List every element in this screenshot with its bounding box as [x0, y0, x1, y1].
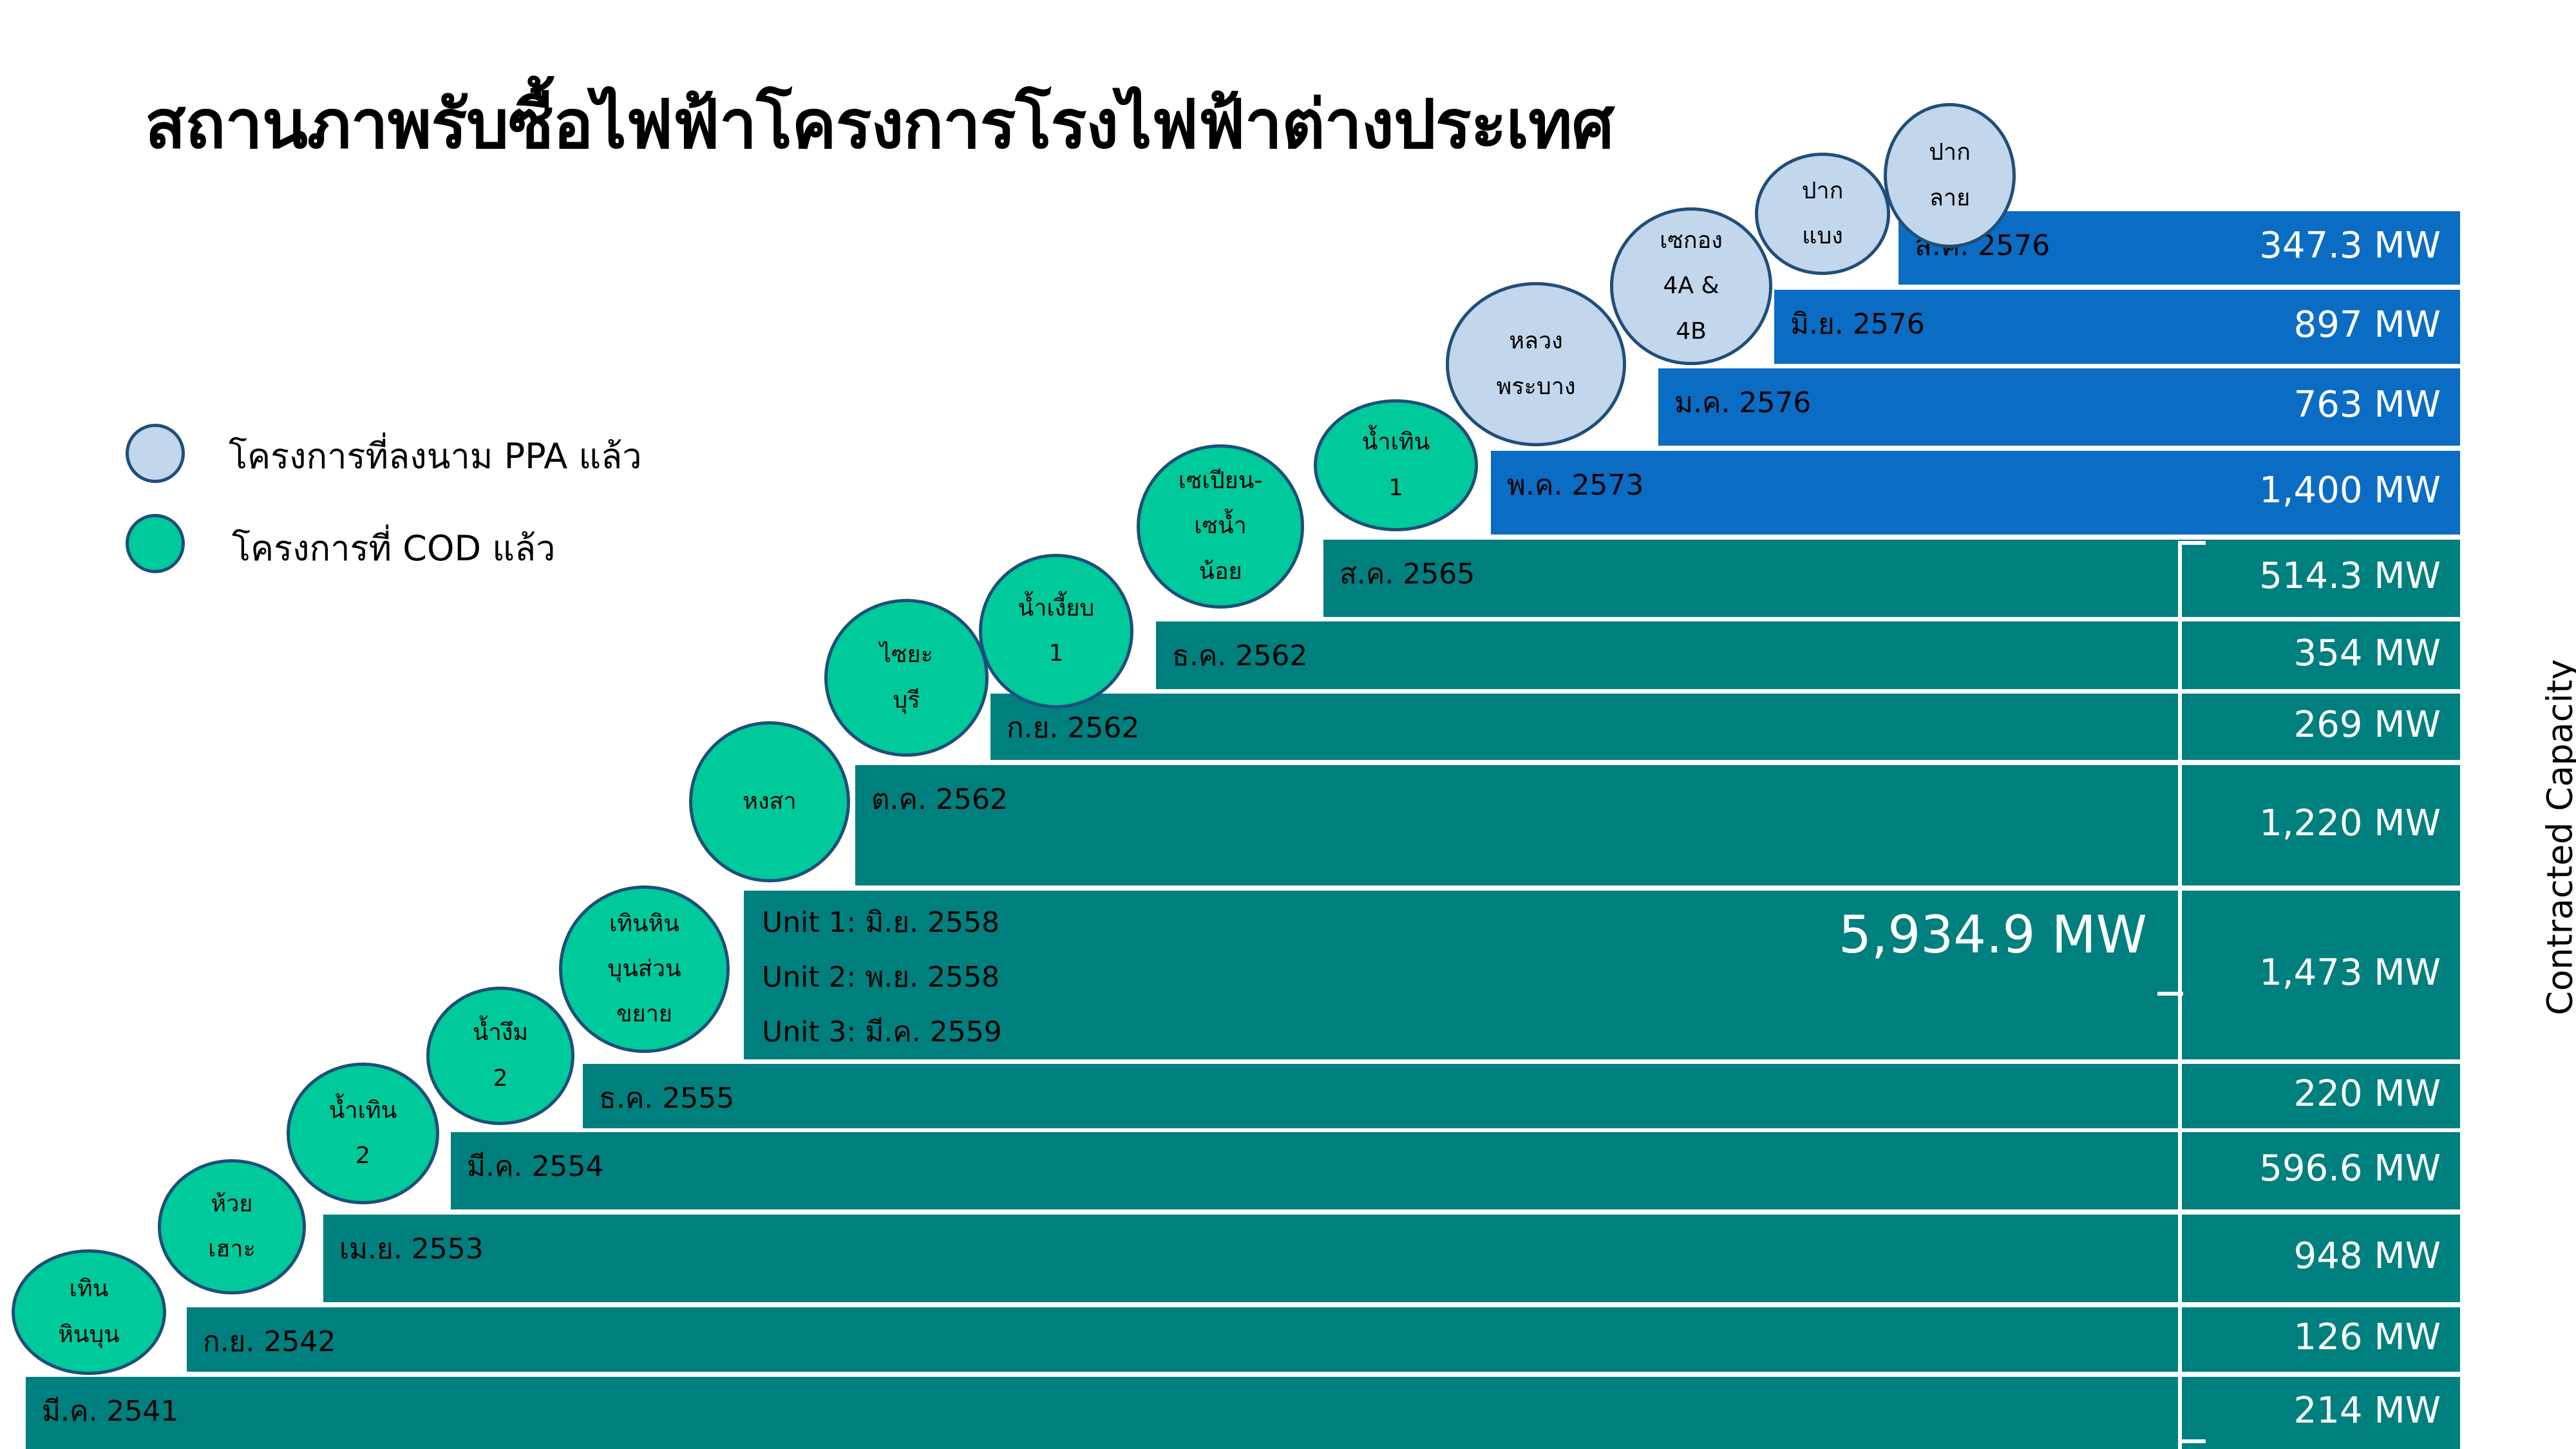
- bar-10: [451, 1132, 2460, 1209]
- bar-date-10: มี.ค. 2554: [467, 1150, 604, 1183]
- project-name-1: ปาก แบง: [1801, 177, 1844, 249]
- bar-value-13: 214 MW: [2293, 1390, 2441, 1432]
- project-circle-5: เซเปียน- เซน้ำ น้อย: [1137, 444, 1304, 609]
- bar-value-1: 897 MW: [2293, 303, 2441, 346]
- bar-value-2: 763 MW: [2293, 384, 2441, 426]
- bar-value-8: 1,473 MW: [2259, 952, 2441, 994]
- legend-cod-label: โครงการที่ COD แล้ว: [232, 528, 556, 569]
- bar-7: [855, 765, 2460, 886]
- project-circle-10: น้ำงึม 2: [426, 987, 574, 1125]
- bar-date-12: ก.ย. 2542: [203, 1325, 336, 1358]
- brace-top: [2180, 541, 2206, 545]
- bar-value-7: 1,220 MW: [2259, 802, 2441, 844]
- project-circle-7: ไซยะ บุรี: [824, 599, 989, 757]
- project-circle-3: หลวง พระบาง: [1446, 282, 1626, 446]
- bar-3: [1491, 451, 2460, 535]
- project-name-5: เซเปียน- เซน้ำ น้อย: [1178, 468, 1263, 585]
- bar-9: [583, 1064, 2460, 1128]
- project-name-12: ห้วย เฮาะ: [208, 1190, 256, 1262]
- bar-date-1: มิ.ย. 2576: [1790, 308, 1925, 341]
- project-circle-12: ห้วย เฮาะ: [158, 1159, 306, 1294]
- bar-value-10: 596.6 MW: [2259, 1148, 2441, 1189]
- bar-date-7: ต.ค. 2562: [871, 783, 1008, 816]
- project-circle-6: น้ำเงี้ยบ 1: [979, 554, 1133, 708]
- project-name-9: เทินหิน บุนส่วน ขยาย: [607, 910, 681, 1028]
- project-name-3: หลวง พระบาง: [1496, 328, 1576, 400]
- bar-value-12: 126 MW: [2293, 1316, 2441, 1358]
- bar-6: [990, 694, 2460, 760]
- bar-value-4: 514.3 MW: [2259, 555, 2441, 597]
- bar-date-2: ม.ค. 2576: [1674, 386, 1812, 419]
- bar-value-3: 1,400 MW: [2259, 469, 2441, 511]
- project-circle-8: หงสา: [689, 721, 850, 882]
- bar-date-4: ส.ค. 2565: [1340, 558, 1475, 591]
- bar-date-3: พ.ค. 2573: [1507, 469, 1644, 502]
- project-name-13: เทิน หินบุน: [58, 1276, 120, 1348]
- legend-ppa-label: โครงการที่ลงนาม PPA แล้ว: [229, 436, 642, 477]
- project-circle-13: เทิน หินบุน: [12, 1249, 166, 1375]
- project-name-10: น้ำงึม 2: [472, 1019, 529, 1092]
- project-circle-1: ปาก แบง: [1755, 153, 1890, 275]
- bar-date-9: ธ.ค. 2555: [599, 1082, 735, 1115]
- bar-date-13: มี.ค. 2541: [42, 1395, 179, 1428]
- project-name-7: ไซยะ บุรี: [880, 641, 933, 714]
- legend-cod-icon: [126, 514, 185, 573]
- brace-mid: [2157, 992, 2183, 996]
- project-circle-4: น้ำเทิน 1: [1314, 399, 1478, 531]
- bar-value-5: 354 MW: [2293, 632, 2441, 674]
- bar-unit-date-0: Unit 1: มิ.ย. 2558: [762, 906, 1000, 939]
- legend-ppa-icon: [126, 424, 185, 483]
- project-circle-11: น้ำเทิน 2: [287, 1063, 439, 1204]
- project-name-11: น้ำเทิน 2: [328, 1097, 397, 1169]
- project-name-2: เซกอง 4A & 4B: [1660, 227, 1723, 345]
- bar-unit-date-2: Unit 3: มี.ค. 2559: [762, 1016, 1002, 1048]
- project-name-4: น้ำเทิน 1: [1361, 429, 1430, 501]
- project-name-0: ปาก ลาย: [1929, 139, 1971, 211]
- bar-date-11: เม.ย. 2553: [339, 1233, 484, 1265]
- contracted-capacity-label: Contracted Capacity: [2539, 659, 2576, 1016]
- bar-2: [1658, 368, 2460, 446]
- bar-12: [187, 1307, 2460, 1372]
- bar-8: [744, 891, 2460, 1059]
- bar-13: [26, 1377, 2460, 1449]
- bar-date-6: ก.ย. 2562: [1007, 712, 1140, 744]
- project-name-6: น้ำเงี้ยบ 1: [1018, 594, 1095, 667]
- bar-4: [1323, 540, 2460, 617]
- bar-unit-date-1: Unit 2: พ.ย. 2558: [762, 961, 1000, 994]
- project-circle-9: เทินหิน บุนส่วน ขยาย: [559, 886, 730, 1053]
- bar-value-6: 269 MW: [2293, 703, 2441, 746]
- bar-5: [1156, 621, 2460, 689]
- bar-11: [323, 1215, 2460, 1302]
- project-circle-2: เซกอง 4A & 4B: [1610, 207, 1772, 365]
- bar-date-5: ธ.ค. 2562: [1172, 639, 1308, 672]
- project-circle-0: ปาก ลาย: [1884, 103, 2016, 248]
- bar-value-0: 347.3 MW: [2259, 225, 2441, 267]
- total-capacity-label: 5,934.9 MW: [1839, 905, 2147, 965]
- brace-bottom: [2180, 1439, 2206, 1443]
- project-name-8: หงสา: [743, 788, 797, 815]
- bar-value-9: 220 MW: [2293, 1073, 2441, 1115]
- bar-value-11: 948 MW: [2293, 1235, 2441, 1277]
- page-title: สถานภาพรับซื้อไฟฟ้าโครงการโรงไฟฟ้าต่างปร…: [145, 85, 1615, 164]
- bar-1: [1774, 290, 2460, 364]
